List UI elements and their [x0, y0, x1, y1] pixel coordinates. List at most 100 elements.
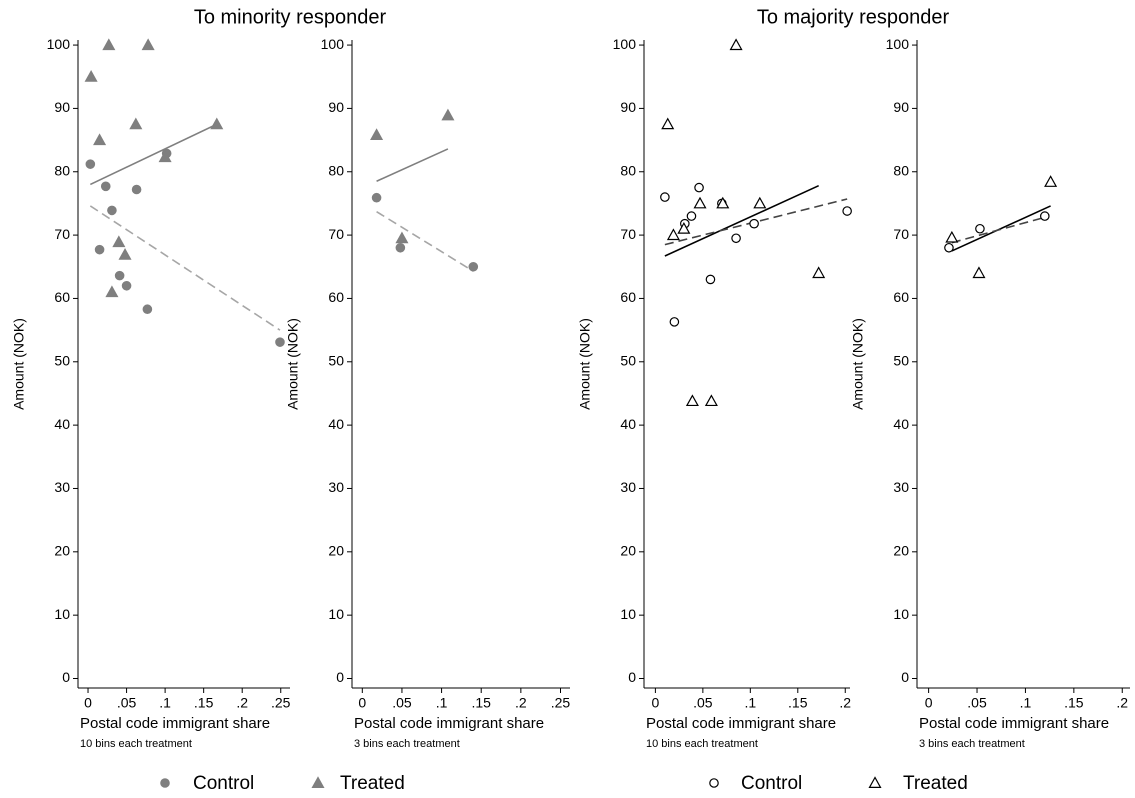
point	[441, 108, 455, 121]
x-tick-label: .1	[1020, 695, 1032, 711]
x-tick-label: .25	[271, 695, 291, 711]
y-tick-label: 10	[328, 606, 344, 622]
chart-title: To minority responder	[194, 6, 387, 28]
legend-label: Treated	[903, 773, 968, 794]
point	[129, 117, 143, 130]
y-tick-label: 30	[620, 479, 636, 495]
y-tick-label: 10	[54, 606, 70, 622]
point	[158, 150, 172, 163]
y-tick-label: 80	[328, 162, 344, 178]
point	[945, 230, 959, 243]
x-tick-label: .15	[194, 695, 214, 711]
y-tick-label: 60	[328, 289, 344, 305]
y-tick-label: 90	[328, 99, 344, 115]
y-tick-label: 60	[893, 289, 909, 305]
x-tick-label: .1	[744, 695, 756, 711]
y-tick-label: 0	[901, 669, 909, 685]
y-tick-label: 10	[893, 606, 909, 622]
x-tick-label: 0	[84, 695, 92, 711]
x-tick-label: .15	[471, 695, 491, 711]
y-tick-label: 20	[328, 543, 344, 559]
y-tick-label: 100	[886, 36, 910, 52]
y-tick-label: 50	[893, 352, 909, 368]
x-axis-label: Postal code immigrant share	[919, 715, 1109, 732]
chart-title: To majority responder	[757, 6, 950, 28]
note: 10 bins each treatment	[80, 738, 192, 750]
x-tick-label: .05	[693, 695, 713, 711]
point	[704, 394, 718, 407]
y-tick-label: 70	[328, 226, 344, 242]
point	[944, 242, 954, 253]
x-axis-label: Postal code immigrant share	[80, 715, 270, 732]
point	[1044, 175, 1058, 187]
y-tick-label: 90	[893, 99, 909, 115]
y-axis-label: Amount (NOK)	[285, 318, 301, 410]
y-axis-label: Amount (NOK)	[577, 318, 593, 410]
legend-marker	[709, 778, 719, 788]
y-tick-label: 0	[336, 669, 344, 685]
y-tick-label: 20	[620, 543, 636, 559]
y-tick-label: 0	[62, 669, 70, 685]
point	[118, 247, 132, 260]
legend-label: Treated	[340, 773, 405, 794]
y-tick-label: 90	[620, 99, 636, 115]
x-tick-label: .15	[788, 695, 808, 711]
point	[93, 133, 107, 146]
point	[753, 196, 767, 209]
x-tick-label: .05	[967, 695, 987, 711]
y-axis-label: Amount (NOK)	[11, 318, 27, 410]
point	[1040, 211, 1050, 221]
fit-line	[89, 205, 281, 331]
y-tick-label: 60	[54, 289, 70, 305]
x-tick-label: .2	[839, 695, 851, 711]
y-tick-label: 40	[893, 416, 909, 432]
y-axis-label: Amount (NOK)	[850, 318, 866, 410]
x-tick-label: .05	[117, 695, 137, 711]
y-tick-label: 20	[893, 543, 909, 559]
x-tick-label: 0	[925, 695, 933, 711]
point	[660, 192, 670, 202]
y-tick-label: 30	[893, 479, 909, 495]
point	[669, 317, 680, 327]
point	[370, 128, 384, 141]
x-tick-label: .1	[436, 695, 448, 711]
point	[395, 231, 409, 244]
point	[114, 270, 125, 281]
y-tick-label: 0	[628, 669, 636, 685]
y-tick-label: 100	[321, 36, 345, 52]
point	[371, 192, 382, 203]
point	[112, 235, 126, 248]
legend-label: Control	[741, 773, 802, 794]
point	[694, 182, 704, 193]
note: 10 bins each treatment	[646, 738, 758, 750]
point	[468, 261, 479, 272]
fit-line	[664, 184, 820, 257]
y-tick-label: 40	[620, 416, 636, 432]
legend-marker	[868, 776, 882, 789]
point	[716, 196, 730, 209]
point	[666, 228, 680, 241]
y-tick-label: 50	[620, 352, 636, 368]
point	[94, 244, 105, 255]
point	[685, 394, 699, 407]
x-tick-label: .2	[1116, 695, 1128, 711]
y-tick-label: 30	[328, 479, 344, 495]
point	[121, 280, 132, 291]
y-tick-label: 80	[893, 162, 909, 178]
y-tick-label: 70	[893, 226, 909, 242]
legend-label: Control	[193, 773, 254, 794]
x-tick-label: 0	[651, 695, 659, 711]
point	[102, 38, 116, 51]
y-tick-label: 70	[54, 226, 70, 242]
x-tick-label: 0	[358, 695, 366, 711]
point	[131, 184, 142, 195]
x-axis-label: Postal code immigrant share	[646, 715, 836, 732]
point	[210, 117, 224, 130]
point	[142, 304, 153, 315]
y-tick-label: 60	[620, 289, 636, 305]
point	[975, 223, 985, 234]
y-tick-label: 40	[328, 416, 344, 432]
point	[686, 211, 697, 221]
fit-line	[951, 216, 1046, 244]
